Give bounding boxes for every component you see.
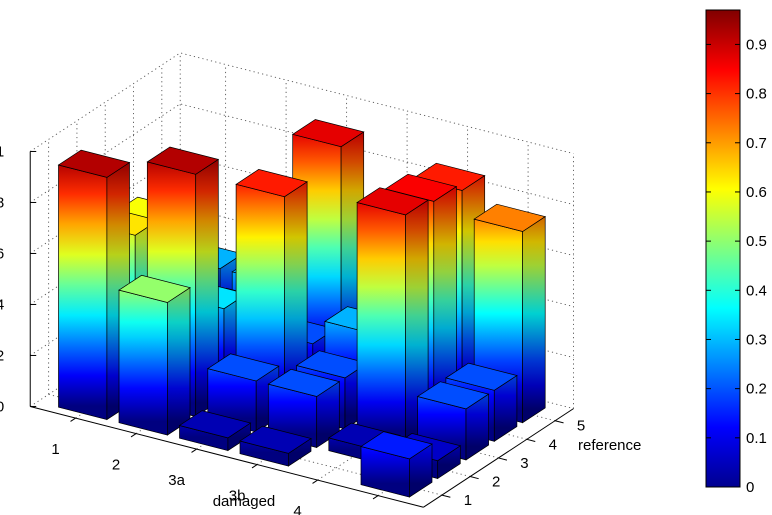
z-tick-label: 1 (0, 143, 4, 160)
colorbar-tick-label: 0 (746, 479, 754, 496)
x-tick-label: 3a (168, 472, 185, 489)
chart-axes (29, 150, 574, 508)
colorbar-tick-label: 0.8 (746, 86, 767, 103)
x-tick (372, 495, 379, 500)
bar-top-face (356, 187, 429, 216)
colorbar-tick-label: 0.4 (746, 282, 767, 299)
z-tick-label: 0.2 (0, 347, 4, 364)
colorbar-tick-label: 0.6 (746, 184, 767, 201)
chart-bars (57, 119, 547, 498)
bar-5-ref-1 (360, 431, 433, 498)
colorbar-ticks: 0 0.1 0.2 0.3 0.4 0.5 0.6 0.7 0.8 0.9 (706, 36, 767, 496)
z-tick-label: 0.6 (0, 245, 4, 262)
y-tick (526, 438, 536, 442)
bar-3a-ref-3 (235, 169, 308, 415)
bar-side-face (167, 287, 191, 436)
z-tick-label: 0.4 (0, 296, 4, 313)
colorbar-gradient (705, 9, 741, 488)
colorbar-tick-label: 0.2 (746, 381, 767, 398)
y-axis-title: reference (578, 437, 641, 454)
bar-top-face (291, 119, 365, 148)
x-tick (312, 479, 318, 484)
x-tick (70, 417, 76, 422)
bar-3a-ref-1 (178, 410, 252, 452)
x-tick (191, 448, 197, 453)
bar-top-face (118, 274, 191, 303)
colorbar: 0 0.1 0.2 0.3 0.4 0.5 0.6 0.7 0.8 0.9 (705, 9, 767, 496)
bar-top-face (239, 425, 312, 454)
bar-3b-ref-1 (239, 425, 312, 467)
chart-tick-labels: 123a3b451234500.20.40.60.81 (0, 143, 585, 515)
y-tick-label: 4 (549, 436, 557, 453)
bar-top-face (360, 431, 433, 460)
bar-side-face (522, 215, 546, 424)
z-tick-label: 0 (0, 398, 4, 415)
bar-top-face (445, 362, 518, 391)
bar-top-face (235, 169, 308, 198)
x-tick (251, 464, 258, 469)
bar-front-face (58, 164, 108, 421)
colorbar-tick-label: 0.5 (746, 233, 767, 250)
y-tick-label: 2 (492, 474, 500, 491)
x-tick-label: 1 (51, 441, 59, 458)
x-tick-label: 2 (112, 457, 120, 474)
bar-front-face (118, 289, 168, 436)
bar-top-face (57, 149, 131, 178)
x-tick-label: 4 (293, 503, 301, 515)
bar-top-face (146, 146, 220, 175)
y-tick (441, 494, 451, 498)
x-axis-line (30, 405, 424, 508)
x-tick-label: 3b (229, 488, 246, 505)
y-tick-label: 1 (464, 492, 472, 509)
bar-top-face (206, 353, 280, 382)
bar-top-face (416, 381, 490, 410)
bar-front-face (356, 202, 406, 445)
y-tick (470, 476, 479, 480)
y-tick-label: 5 (577, 418, 585, 435)
x-tick (130, 433, 137, 438)
y-tick (498, 457, 508, 461)
z-tick-label: 0.8 (0, 194, 4, 211)
colorbar-tick-label: 0.1 (746, 430, 767, 447)
colorbar-tick-label: 0.9 (746, 36, 767, 53)
colorbar-tick-label: 0.3 (746, 331, 767, 348)
bar-top-face (267, 368, 341, 397)
bar-top-face (473, 203, 547, 232)
colorbar-tick-label: 0.7 (746, 135, 767, 152)
bar-2-ref-1 (118, 274, 191, 436)
y-axis-line (423, 408, 574, 508)
bar-top-face (178, 410, 252, 439)
x-axis-title: damaged (213, 493, 276, 510)
y-tick (554, 420, 564, 424)
y-tick-label: 3 (520, 455, 528, 472)
